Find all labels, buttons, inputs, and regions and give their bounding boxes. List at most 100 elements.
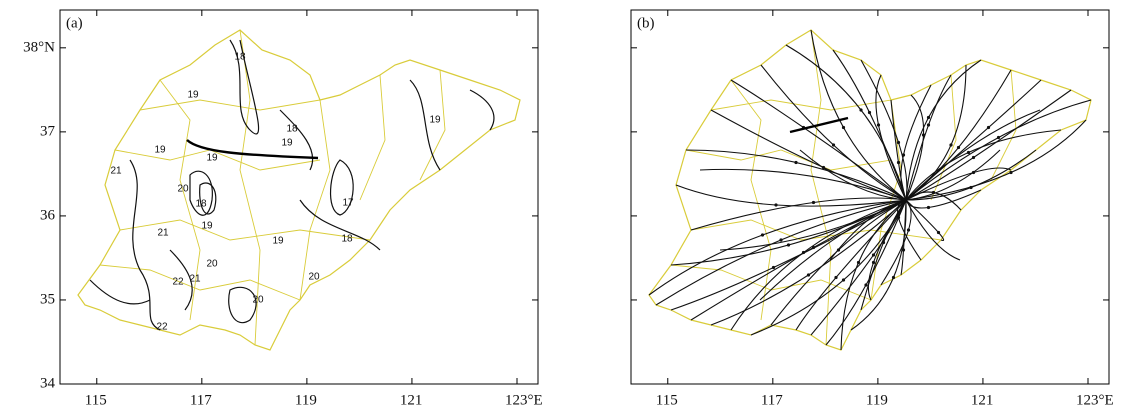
streamline (810, 29, 907, 201)
flow-arrow (841, 278, 846, 282)
x-tick-label: 115 (85, 392, 107, 408)
province-outline (648, 29, 1092, 351)
county-border (159, 79, 201, 321)
contour-line (228, 286, 257, 324)
contour-label: 19 (429, 115, 441, 126)
contour-line (299, 199, 381, 251)
flow-arrow (779, 238, 783, 242)
x-tick-label: 119 (866, 392, 888, 408)
streamline (905, 199, 961, 261)
flow-arrow (811, 200, 816, 205)
county-border (239, 29, 261, 346)
contour-label: 19 (281, 138, 293, 149)
x-tick-label: 115 (656, 392, 678, 408)
flow-arrow (986, 125, 991, 130)
contour-label: 19 (206, 153, 218, 164)
contour-label: 18 (234, 52, 246, 63)
contour-line (189, 170, 213, 216)
flow-arrow (806, 273, 811, 277)
panel-label: (b) (637, 15, 655, 31)
x-tick-label: 117 (761, 392, 783, 408)
flow-arrow (996, 135, 1001, 140)
flow-arrow (936, 230, 941, 235)
flow-arrow (971, 155, 976, 160)
y-tick-label: 34 (40, 375, 56, 391)
flow-arrow (771, 265, 776, 270)
flow-arrow (926, 115, 931, 120)
map-panel: 115 117 119 121 123°E 34 35 36 37 38°N (a) 18 19 18 19… (23, 9, 543, 408)
cross-section-line (789, 116, 849, 134)
contour-line (329, 159, 354, 216)
map-panel: 115 117 119 121 123°E (b) (630, 9, 1114, 408)
streamline (690, 199, 907, 321)
flow-arrow (856, 260, 861, 265)
panel-frame (59, 9, 539, 385)
contour-label: 20 (308, 272, 320, 283)
streamline (905, 59, 982, 201)
flow-arrow (896, 160, 901, 165)
streamline (799, 149, 907, 201)
x-tick-label: 119 (295, 392, 317, 408)
flow-arrow (871, 253, 876, 257)
county-border (810, 29, 832, 346)
flow-arrow (969, 185, 973, 190)
county-border (990, 69, 1017, 181)
flow-arrow (794, 160, 798, 165)
flow-arrow (906, 228, 911, 232)
contour-label: 18 (286, 124, 298, 135)
flow-arrow (966, 150, 971, 155)
county-border (99, 264, 301, 301)
streamline (759, 199, 907, 301)
contour-label: 22 (172, 277, 184, 288)
streamline (730, 199, 907, 331)
flow-arrow (901, 153, 906, 157)
streamline (905, 149, 1001, 201)
contour-line (129, 159, 161, 331)
flow-arrow (871, 260, 876, 265)
contour-line (409, 79, 441, 171)
county-border (299, 99, 331, 301)
county-border (119, 219, 371, 241)
x-tick-label: 117 (190, 392, 212, 408)
province-outline (77, 29, 521, 351)
contour-label: 17 (342, 198, 354, 209)
flow-arrow (956, 145, 961, 150)
contour-label: 22 (156, 322, 168, 333)
county-border (685, 149, 892, 171)
panel-label: (a) (66, 15, 83, 31)
x-tick-label: 121 (971, 392, 994, 408)
y-tick-label: 38°N (23, 39, 55, 55)
contour-label: 19 (187, 90, 199, 101)
flow-arrow (896, 140, 901, 145)
streamline (670, 199, 907, 266)
contour-label: 19 (272, 236, 284, 247)
streamline (760, 64, 907, 201)
flow-arrow (926, 205, 931, 210)
contour-label: 19 (201, 221, 213, 232)
contour-line (469, 89, 495, 131)
x-tick-label: 123°E (505, 392, 543, 408)
x-tick-label: 121 (400, 392, 423, 408)
streamline (829, 199, 907, 261)
flow-arrow (774, 203, 778, 207)
contour-label: 18 (195, 199, 207, 210)
flow-arrow (834, 275, 838, 280)
streamline (710, 109, 907, 201)
flow-arrow (831, 143, 836, 147)
y-tick-label: 35 (40, 291, 55, 307)
contour-label: 19 (154, 145, 166, 156)
contour-label: 20 (206, 259, 218, 270)
flow-arrow (760, 233, 765, 237)
flow-arrow (864, 283, 868, 287)
flow-arrow (786, 243, 791, 247)
county-border (690, 219, 942, 241)
streamline (905, 64, 967, 201)
y-tick-label: 36 (40, 207, 56, 223)
contour-line (279, 109, 314, 171)
contour-line (89, 279, 151, 305)
flow-arrow (891, 275, 896, 280)
flow-arrow (841, 125, 846, 130)
county-border (710, 99, 892, 111)
streamline (905, 167, 1012, 201)
